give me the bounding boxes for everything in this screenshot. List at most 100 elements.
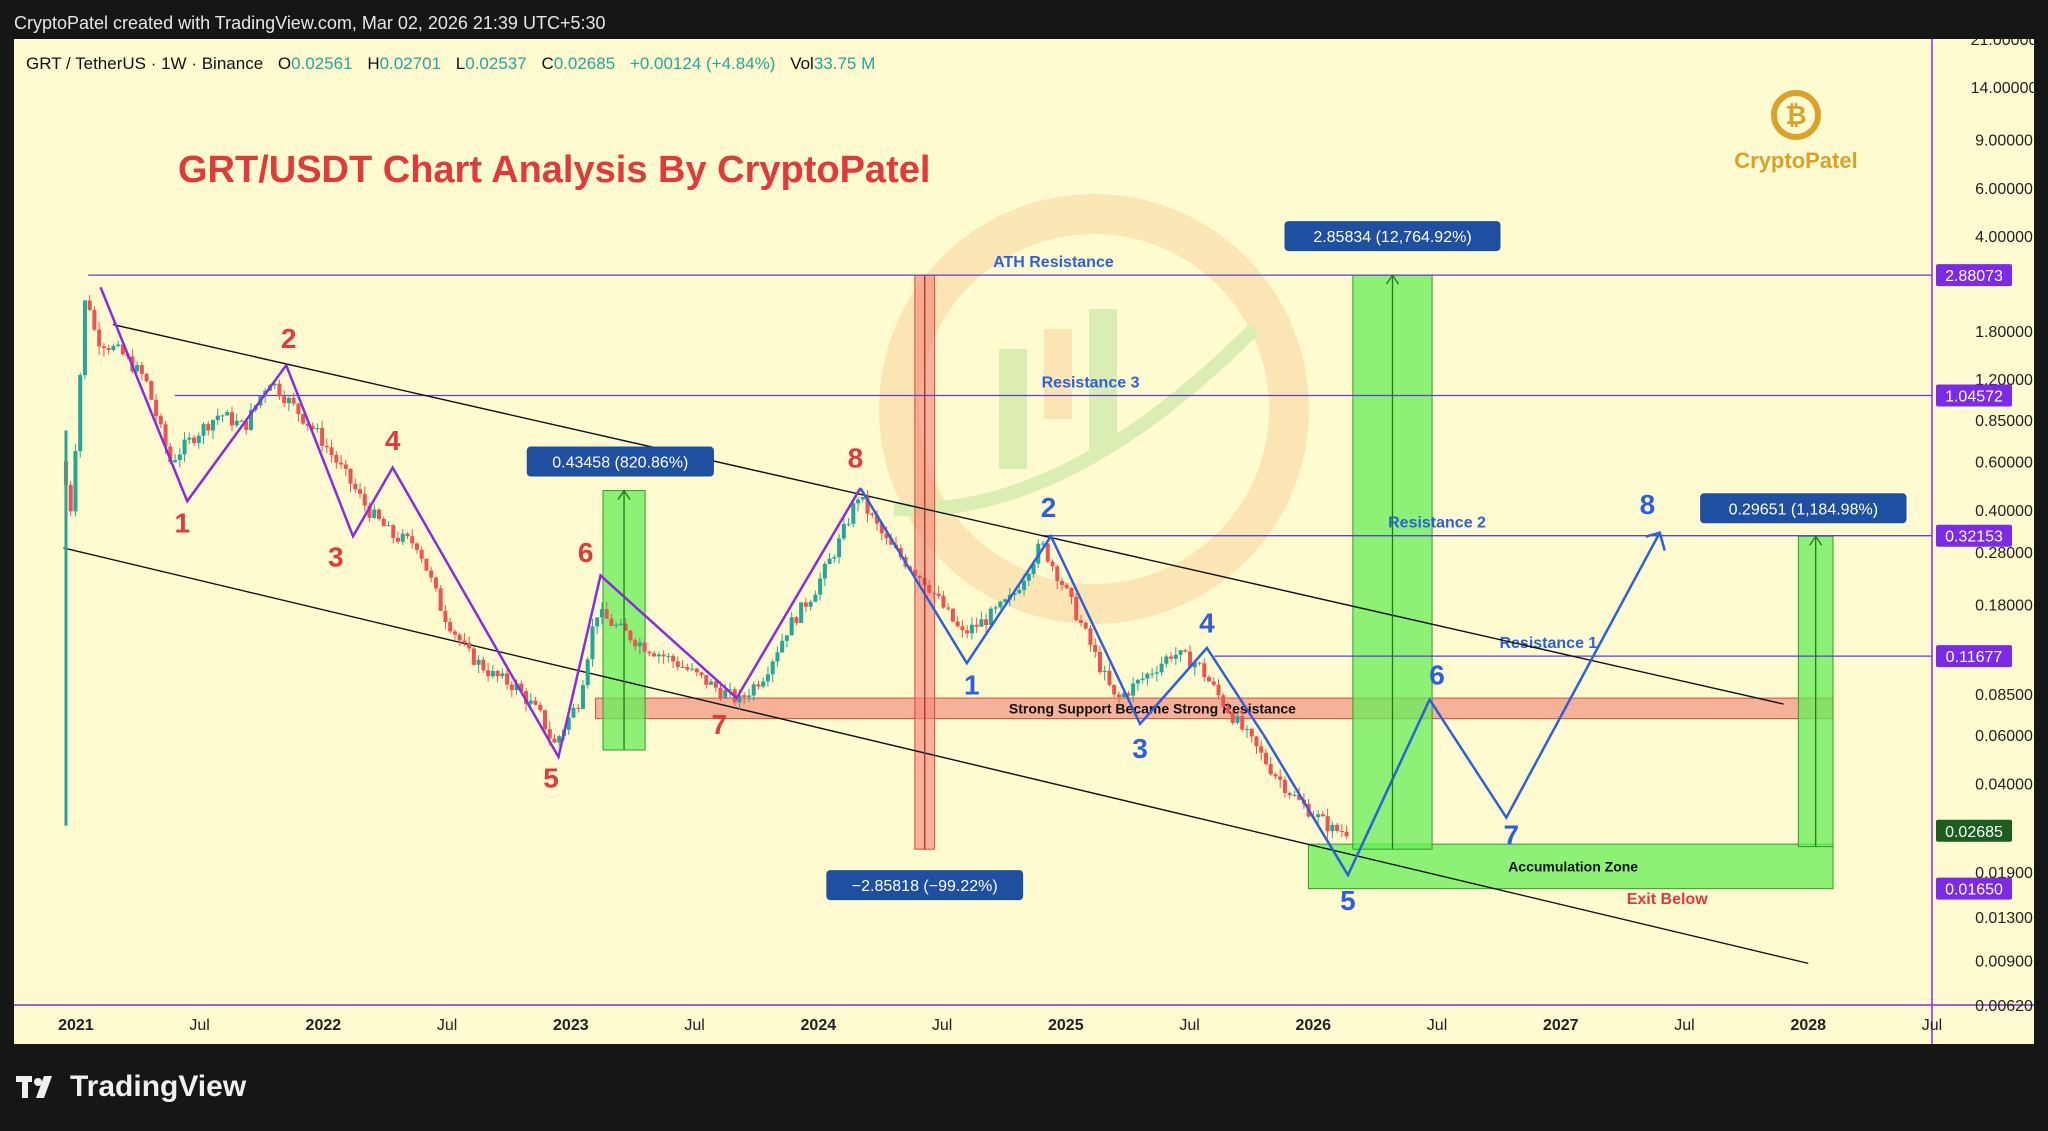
- y-tick-label: 21.00000: [1971, 39, 2034, 49]
- candle-body: [780, 640, 785, 653]
- red-wave-path: [99, 286, 862, 761]
- candle-body: [974, 624, 979, 627]
- y-tick-label: 6.00000: [1975, 181, 2033, 198]
- candle-body: [1297, 794, 1302, 800]
- price-badge: [1936, 384, 2012, 407]
- candle-body: [486, 670, 491, 677]
- level-label: Resistance 1: [1499, 635, 1597, 652]
- candle-body: [1335, 824, 1340, 831]
- candle-body: [139, 364, 144, 374]
- candle-body: [116, 344, 121, 346]
- candle-body: [1022, 580, 1027, 590]
- candle-body: [229, 412, 234, 426]
- candle-body: [614, 624, 619, 626]
- wave-arrowhead: [1645, 531, 1666, 551]
- candle-body: [1164, 656, 1169, 664]
- candle-body: [481, 659, 486, 671]
- candle-body: [609, 618, 614, 626]
- candle-body: [381, 518, 386, 527]
- red-wave-label: 7: [712, 709, 728, 740]
- candle-body: [860, 497, 865, 500]
- y-tick-label: 4.00000: [1975, 229, 2033, 246]
- low-value: 0.02537: [465, 54, 526, 73]
- candle-body: [1197, 662, 1202, 664]
- candle-body: [377, 509, 382, 519]
- blue-wave-label: 4: [1199, 607, 1215, 638]
- candle-body: [149, 381, 154, 400]
- candle-body: [1116, 694, 1121, 698]
- candle-body: [637, 642, 642, 647]
- candle-body: [334, 454, 339, 463]
- candle-body: [211, 420, 216, 431]
- x-tick-label: 2022: [306, 1017, 342, 1034]
- candle-body: [111, 345, 116, 350]
- x-tick-label: Jul: [932, 1017, 952, 1034]
- price-badge: [1936, 645, 2012, 668]
- candle-body: [68, 484, 73, 512]
- candle-body: [841, 524, 846, 539]
- candle-body: [1121, 693, 1126, 698]
- blue-wave-label: 2: [1041, 492, 1057, 523]
- candle-body: [320, 427, 325, 446]
- red-wave-label: 3: [328, 541, 344, 572]
- candle-body: [248, 409, 253, 430]
- candle-body: [571, 707, 576, 718]
- y-tick-label: 0.18000: [1975, 598, 2033, 615]
- candle-body: [367, 505, 372, 518]
- time-axis[interactable]: 2021 Jul 2022 Jul 2023 Jul 2024 Jul 2025 Jul 2026 J…: [58, 1017, 1942, 1034]
- candle-body: [580, 685, 585, 709]
- candle-body: [1278, 776, 1283, 780]
- candle-body: [912, 569, 917, 576]
- candle-body: [206, 424, 211, 431]
- candle-body: [433, 577, 438, 589]
- y-tick-label: 0.85000: [1975, 413, 2033, 430]
- candle-body: [770, 661, 775, 675]
- level-label: Resistance 3: [1042, 375, 1140, 392]
- price-badge: [1936, 877, 2012, 900]
- candle-body: [1017, 589, 1022, 594]
- candle-body: [192, 437, 197, 443]
- candle-body: [187, 437, 192, 440]
- y-tick-label: 0.04000: [1975, 776, 2033, 793]
- candle-body: [927, 585, 932, 593]
- candle-body: [1211, 681, 1216, 685]
- price-badge-label: 0.01650: [1945, 882, 2003, 899]
- candle-body: [709, 681, 714, 685]
- candle-body: [690, 668, 695, 670]
- symbol-name: GRT / TetherUS · 1W · Binance: [26, 54, 263, 73]
- level-label: Resistance 2: [1388, 515, 1486, 532]
- x-tick-label: 2025: [1048, 1017, 1084, 1034]
- candle-body: [1259, 746, 1264, 753]
- candle-body: [101, 346, 106, 349]
- candle-body: [618, 623, 623, 625]
- candle-body: [1188, 651, 1193, 668]
- candle-body: [87, 300, 92, 311]
- blue-wave-label: 5: [1340, 885, 1356, 916]
- candle-body: [505, 673, 510, 685]
- candle-body: [386, 525, 391, 527]
- candle-body: [884, 533, 889, 539]
- candle-body: [960, 626, 965, 631]
- candle-body: [372, 509, 377, 518]
- y-tick-label: 0.40000: [1975, 503, 2033, 520]
- candle-body: [291, 398, 296, 404]
- logo-text: CryptoPatel: [1734, 148, 1857, 173]
- price-chart[interactable]: Strong Support Became Strong ResistanceA…: [14, 39, 2034, 1044]
- candle-body: [946, 607, 951, 609]
- ohlc-legend[interactable]: GRT / TetherUS · 1W · Binance O0.02561 H…: [26, 54, 875, 73]
- close-value: 0.02685: [554, 54, 615, 73]
- horizontal-levels-layer: ATH Resistance Resistance 3 Resistance 2 Re…: [88, 254, 1932, 657]
- chart-attribution: CryptoPatel created with TradingView.com…: [14, 13, 606, 33]
- candle-body: [1216, 684, 1221, 696]
- candle-body: [756, 684, 761, 687]
- candle-body: [1202, 663, 1207, 678]
- candle-body: [163, 424, 168, 447]
- candle-body: [1249, 728, 1254, 737]
- y-tick-label: 0.01900: [1975, 865, 2033, 882]
- candle-body: [1230, 712, 1235, 723]
- candle-body: [675, 661, 680, 667]
- y-tick-label: 0.60000: [1975, 455, 2033, 472]
- candle-body: [576, 707, 581, 709]
- candle-body: [751, 684, 756, 696]
- candle-body: [879, 523, 884, 534]
